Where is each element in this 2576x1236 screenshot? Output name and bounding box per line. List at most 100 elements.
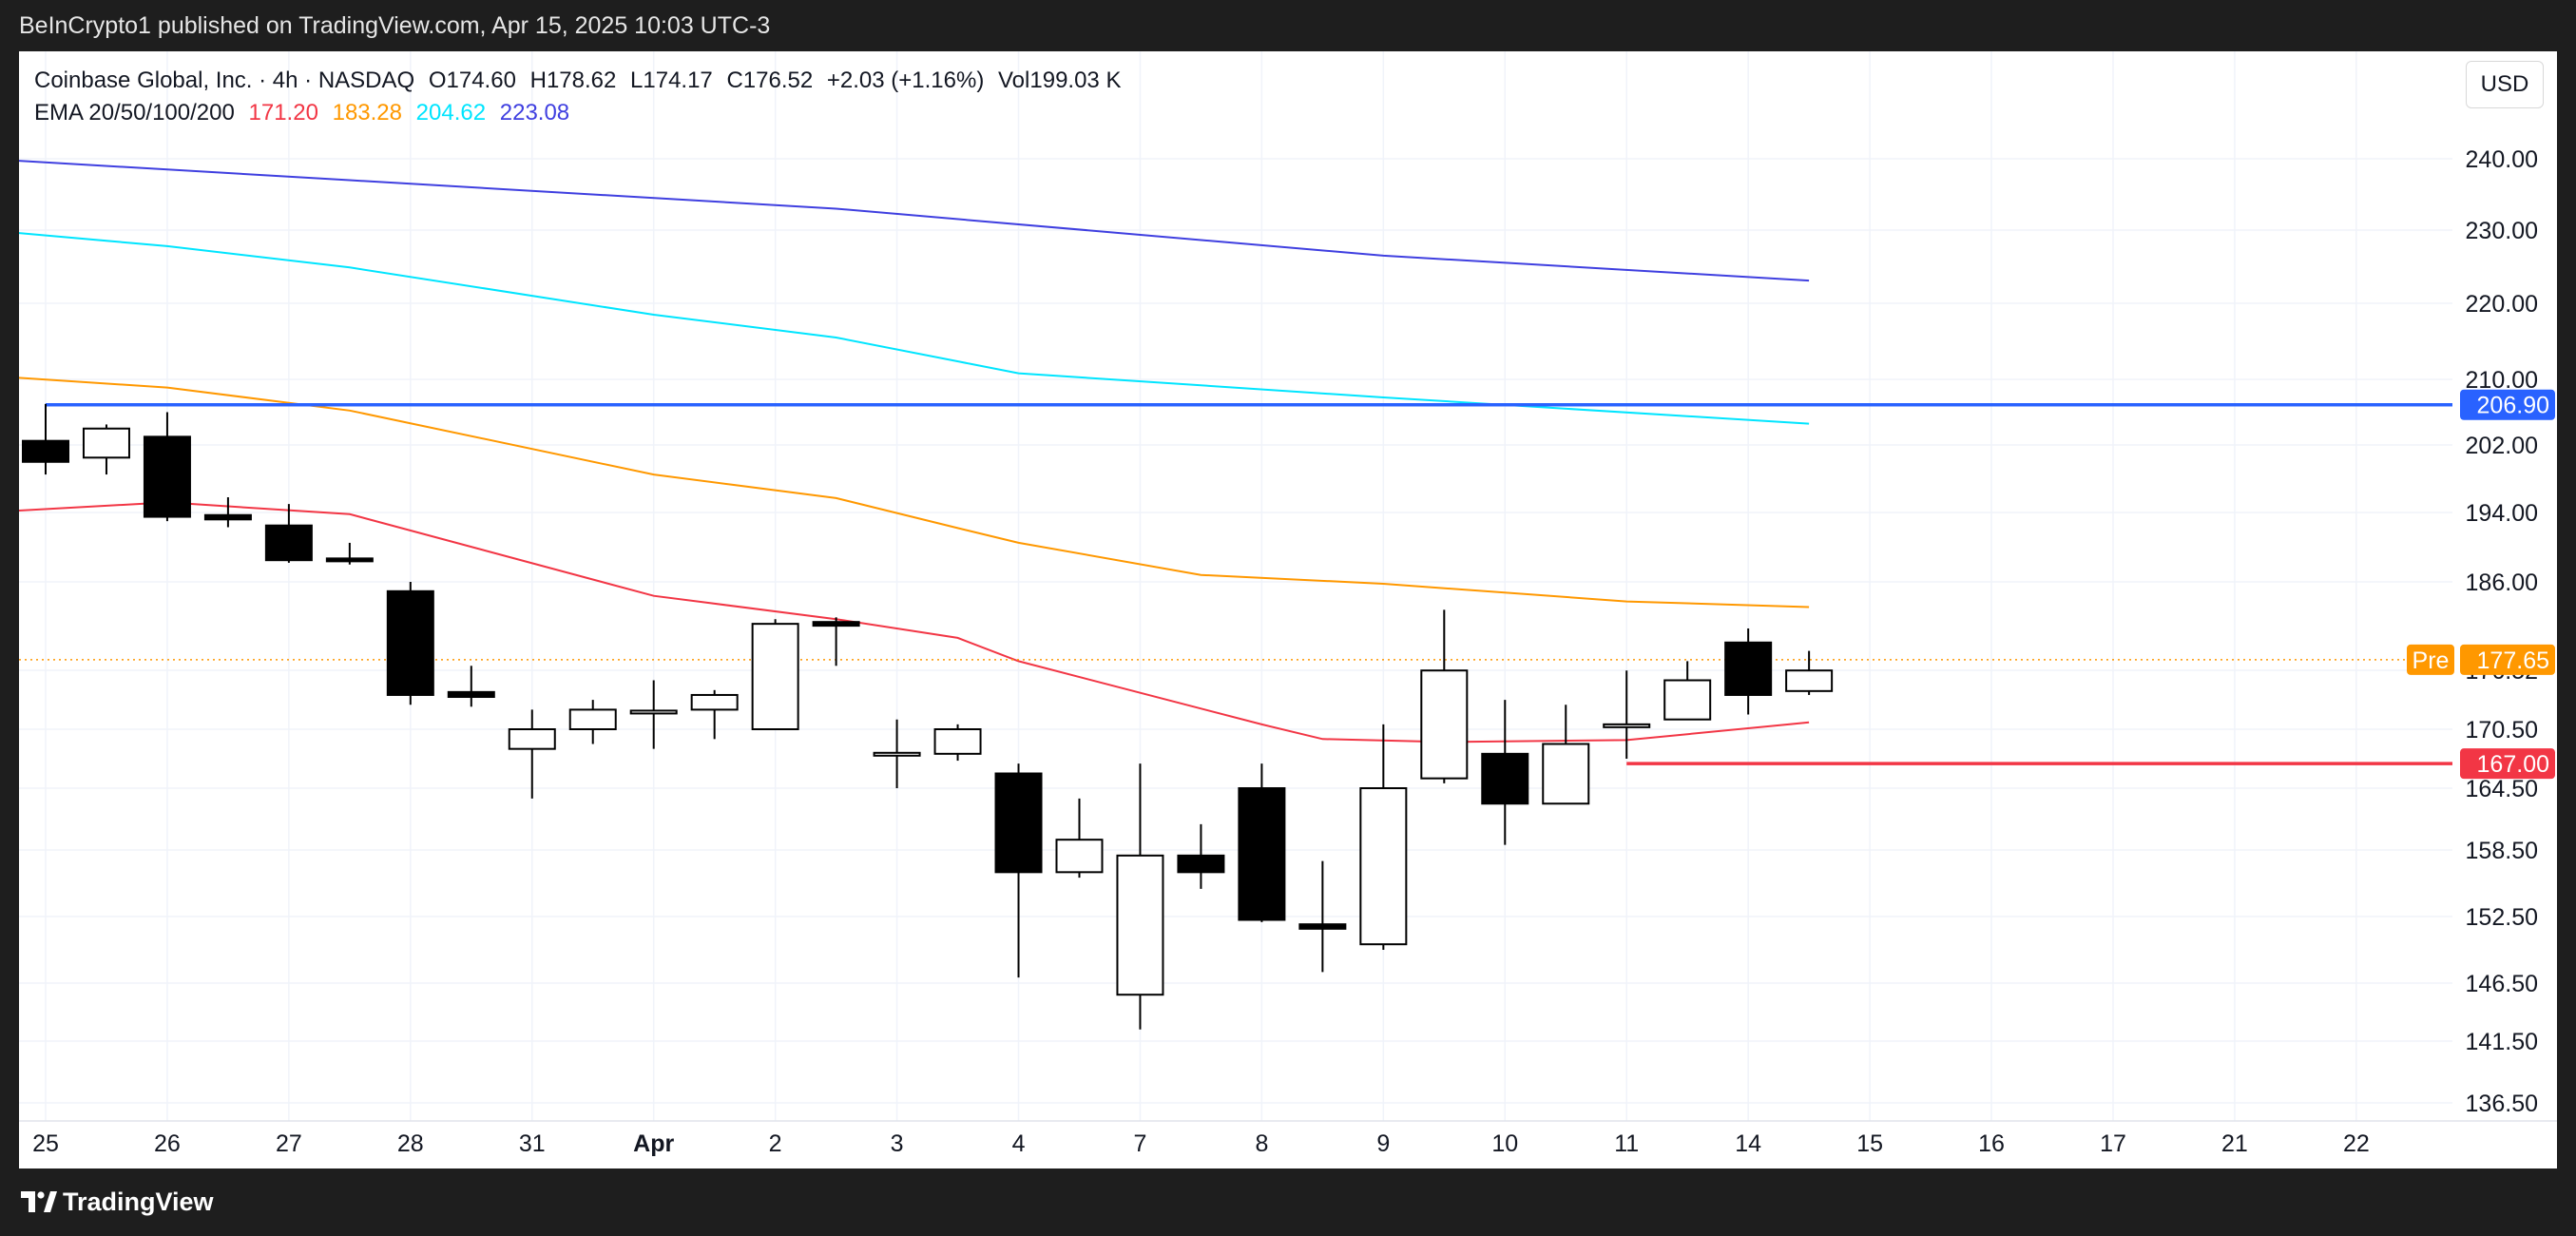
candle-body-up (1663, 679, 1712, 721)
close-value: 176.52 (742, 68, 814, 93)
tradingview-logo-icon (21, 1191, 57, 1212)
time-tick-label: 28 (397, 1130, 424, 1157)
currency-button[interactable]: USD (2466, 61, 2544, 108)
candle-body-down (1238, 787, 1286, 921)
candle[interactable] (1177, 823, 1225, 889)
high-value: 178.62 (546, 68, 617, 93)
candle[interactable] (568, 700, 617, 744)
time-tick-label: 7 (1134, 1130, 1147, 1157)
premarket-tag: Pre (2407, 644, 2454, 675)
candle-body-up (1055, 839, 1104, 874)
time-tick-label: 22 (2343, 1130, 2370, 1157)
candle[interactable] (1663, 661, 1712, 721)
candle[interactable] (508, 709, 556, 799)
candles[interactable] (22, 403, 1834, 1030)
support-price-tag-text: 167.00 (2477, 751, 2549, 778)
candle[interactable] (629, 680, 678, 749)
candle[interactable] (933, 724, 982, 762)
symbol-line[interactable]: Coinbase Global, Inc. · 4h · NASDAQ (34, 68, 415, 93)
volume-value: 199.03 K (1029, 68, 1122, 93)
candle[interactable] (1420, 609, 1469, 783)
price-tick-label: 136.50 (2466, 1091, 2538, 1117)
time-axis[interactable]: 25 26 27 28 31 Apr 2 3 4 7 8 9 10 11 14 15 16 17 21 22 (32, 1130, 2370, 1157)
candle[interactable] (994, 763, 1043, 978)
candle-body-up (629, 709, 678, 715)
price-tick-label: 230.00 (2466, 218, 2538, 244)
premarket-tag-label: Pre (2413, 647, 2450, 674)
price-tick-label: 186.00 (2466, 570, 2538, 596)
candle[interactable] (264, 504, 313, 563)
time-tick-label: 15 (1856, 1130, 1883, 1157)
candle[interactable] (1603, 670, 1651, 759)
candle[interactable] (447, 666, 495, 707)
ema-row: EMA 20/50/100/200 171.20 183.28 204.62 2… (34, 97, 1121, 129)
candle[interactable] (143, 412, 191, 522)
time-tick-label: 11 (1614, 1130, 1639, 1157)
candle-body-up (873, 751, 921, 757)
premarket-tag-label-box (2407, 644, 2454, 675)
price-axis[interactable]: 240.00 230.00 220.00 210.00 202.00 194.00 186.… (2466, 146, 2538, 1117)
candle[interactable] (1055, 798, 1104, 879)
low-label: L (630, 68, 644, 93)
candle[interactable] (203, 497, 252, 528)
candle[interactable] (1359, 724, 1408, 950)
candle[interactable] (1542, 705, 1590, 805)
candle[interactable] (1298, 860, 1347, 973)
price-tick-label: 194.00 (2466, 500, 2538, 527)
price-tick-label: 146.50 (2466, 971, 2538, 997)
candle[interactable] (386, 582, 434, 705)
price-tick-label: 170.50 (2466, 717, 2538, 744)
resistance-price-tag: 206.90 (2460, 389, 2555, 420)
publisher-bar: BeInCrypto1 published on TradingView.com… (0, 0, 2576, 51)
ema200-value: 223.08 (499, 100, 570, 126)
candle[interactable] (751, 619, 799, 730)
candle-body-up (508, 728, 556, 750)
candle[interactable] (22, 403, 69, 475)
resistance-price-tag-box (2460, 389, 2555, 420)
candle-body-up (1420, 669, 1469, 780)
candle[interactable] (1116, 763, 1164, 1030)
candle[interactable] (1785, 650, 1834, 695)
ema200-line (19, 160, 1810, 282)
price-tick-label: 141.50 (2466, 1029, 2538, 1055)
ema-lines (19, 160, 1810, 744)
time-tick-label: 4 (1012, 1130, 1026, 1157)
ema100-value: 204.62 (415, 100, 487, 126)
candle-body-down (386, 589, 434, 696)
candle-body-down (1298, 923, 1347, 930)
volume-label: Vol (998, 68, 1030, 93)
candle[interactable] (1724, 628, 1773, 715)
candle-body-up (933, 728, 982, 755)
price-chart[interactable]: 240.00 230.00 220.00 210.00 202.00 194.00 186.… (19, 51, 2557, 1168)
price-tick-label: 152.50 (2466, 904, 2538, 931)
time-tick-label: 31 (519, 1130, 546, 1157)
time-tick-label: 26 (154, 1130, 181, 1157)
candle-body-up (1542, 743, 1590, 805)
time-tick-label: 2 (769, 1130, 782, 1157)
candle[interactable] (690, 689, 739, 740)
time-tick-label: 16 (1978, 1130, 2005, 1157)
support-price-tag: 167.00 (2460, 748, 2555, 780)
low-value: 174.17 (643, 68, 713, 93)
resistance-price-tag-text: 206.90 (2477, 393, 2549, 419)
candle[interactable] (1481, 700, 1529, 845)
time-tick-label: 9 (1376, 1130, 1390, 1157)
premarket-price-tag-text: 177.65 (2477, 647, 2549, 674)
candle[interactable] (812, 617, 860, 666)
price-tick-label: 158.50 (2466, 838, 2538, 864)
ema-label[interactable]: EMA 20/50/100/200 (34, 100, 235, 126)
candle[interactable] (82, 424, 130, 475)
time-tick-label: 14 (1735, 1130, 1761, 1157)
candle[interactable] (325, 542, 374, 565)
chart-panel[interactable]: 240.00 230.00 220.00 210.00 202.00 194.00 186.… (19, 51, 2557, 1168)
candle[interactable] (873, 719, 921, 788)
time-tick-label: 17 (2100, 1130, 2126, 1157)
candle[interactable] (1238, 763, 1286, 922)
premarket-price-tag: 177.65 (2460, 644, 2555, 675)
candle-body-up (690, 693, 739, 711)
price-tick-label: 164.50 (2466, 776, 2538, 802)
price-tick-label: 240.00 (2466, 146, 2538, 173)
candle-body-down (994, 772, 1043, 874)
ema20-line (19, 501, 1810, 744)
ema20-value: 171.20 (248, 100, 318, 126)
